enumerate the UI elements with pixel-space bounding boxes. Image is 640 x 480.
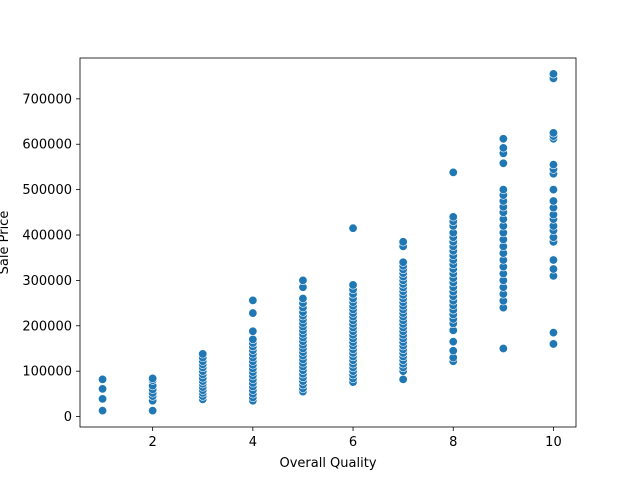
data-point (248, 334, 258, 344)
y-axis-ticks: 0 100000 200000 300000 400000 500000 600000 700… (22, 92, 80, 425)
data-point (298, 294, 308, 304)
data-point (548, 128, 558, 138)
data-point (98, 394, 108, 404)
data-point (248, 295, 258, 305)
data-point (198, 349, 208, 359)
y-tick-label: 700000 (22, 92, 72, 107)
y-tick-label: 500000 (22, 183, 72, 198)
x-axis-ticks: 2 4 6 8 10 (149, 427, 562, 450)
data-point (398, 257, 408, 267)
plot-area-frame (79, 57, 577, 428)
data-point (548, 185, 558, 195)
x-tick-label: 2 (149, 435, 157, 450)
data-point (98, 384, 108, 394)
data-point (398, 374, 408, 384)
data-point (548, 255, 558, 265)
data-point (298, 275, 308, 285)
data-point (548, 196, 558, 206)
data-point (448, 346, 458, 356)
data-point (498, 134, 508, 144)
data-point (348, 280, 358, 290)
x-tick-label: 4 (249, 435, 257, 450)
data-point (548, 339, 558, 349)
y-axis-label: Sale Price (0, 211, 12, 275)
data-point (498, 185, 508, 195)
x-tick-label: 8 (449, 435, 457, 450)
data-point (548, 264, 558, 274)
y-tick-label: 300000 (22, 274, 72, 289)
data-point (498, 158, 508, 168)
x-tick-label: 10 (545, 435, 562, 450)
data-point (398, 237, 408, 247)
data-point (248, 326, 258, 336)
data-point (98, 406, 108, 416)
y-tick-label: 100000 (22, 365, 72, 380)
y-tick-label: 0 (64, 410, 72, 425)
data-point (548, 160, 558, 170)
data-points (98, 69, 558, 416)
data-point (498, 343, 508, 353)
x-tick-label: 6 (349, 435, 357, 450)
data-point (448, 337, 458, 347)
data-point (148, 373, 158, 383)
x-axis-label: Overall Quality (279, 456, 376, 471)
data-point (548, 328, 558, 338)
data-point (148, 406, 158, 416)
data-point (248, 308, 258, 318)
data-point (498, 143, 508, 153)
data-point (448, 212, 458, 222)
data-point (548, 69, 558, 79)
y-tick-label: 400000 (22, 229, 72, 244)
y-tick-label: 200000 (22, 319, 72, 334)
data-point (448, 167, 458, 177)
data-point (348, 223, 358, 233)
y-tick-label: 600000 (22, 138, 72, 153)
data-point (98, 374, 108, 384)
